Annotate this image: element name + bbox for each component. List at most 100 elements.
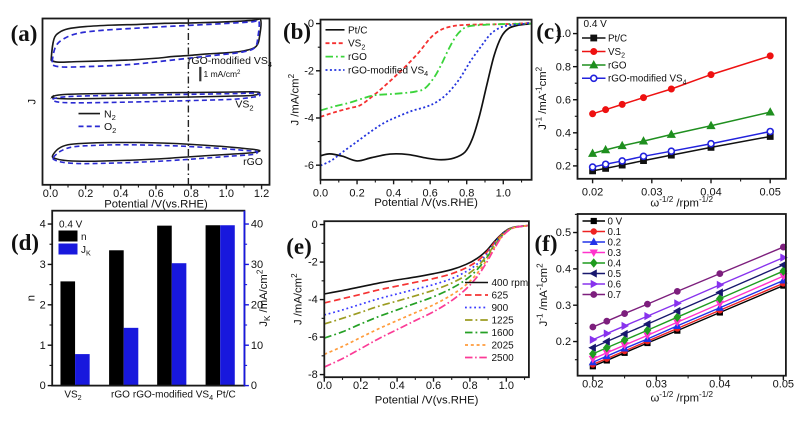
circle-marker [603,317,611,325]
legend-item-label: 0.1 [608,227,622,238]
y-tick-label: -4 [308,294,318,306]
x-tick-label: 0.6 [423,187,438,199]
y-tick-label: 0 [308,18,314,30]
x-tick-label: 0.03 [646,378,667,390]
series-line-0.5 [592,264,784,349]
legend-item-label: 900 [492,303,509,314]
y-tick-label: 0.5 [556,227,571,239]
y-tick-label: 0.6 [556,94,571,106]
legend-item-label: VS2 [608,47,625,60]
legend-item: 1225 [465,316,514,327]
legend-item: rGO-modified VS4 [325,66,428,78]
x-tick-label: 0.8 [184,188,199,200]
legend-header: 0.4 V [584,19,608,30]
circle-open-marker [588,163,597,171]
circle-marker [640,94,648,102]
legend: 0.4 Vn JK [58,220,91,258]
y-tick-label: -4 [304,113,314,125]
legend-item-label: Pt/C [608,33,627,44]
legend-header: 0.4 V [59,220,83,231]
triangle-right-marker [589,335,598,344]
legend-item-label: JK [81,245,91,258]
circle-marker [589,110,597,118]
panel-c-series [588,52,775,175]
y-tick-label: 0.2 [556,336,571,348]
legend-item: rGO [582,60,627,71]
series-line-0.6 [592,256,784,341]
triangle-up-marker [588,148,598,157]
series-line-rGO-modified VS4 N2 [50,18,262,64]
x-tick-label: 0.8 [459,187,474,199]
circle-marker [707,71,715,79]
series-line-VS2 N2 [50,91,261,100]
triangle-left-marker [715,288,723,297]
panel-label-a: (a) [11,21,38,46]
x-tick-label: 0.6 [426,380,441,392]
triangle-left-marker [620,329,628,339]
circle-open-marker [667,147,676,155]
legend-swatch [58,243,78,255]
y-tick-label: 30 [251,259,263,271]
triangle-left-marker [602,337,610,346]
panel-e-series [323,224,530,368]
y-tick-label: -8 [308,369,318,381]
legend-item-label: 2025 [492,341,515,352]
x-tick-label: 0.2 [78,188,93,200]
x-axis-title: Potential /V(vs.RHE) [375,394,479,406]
y-axis-title: JK /mA/cm2 [256,269,272,327]
legend-item: 0.5 [582,269,622,280]
bar-J_K-0 [75,354,90,386]
triangle-up-marker [706,120,716,130]
y-tick-label: -6 [304,160,314,172]
legend-item: 2500 [465,353,514,364]
triangle-up-marker [765,107,775,116]
series-line-rGO N2 [51,141,261,163]
bar-J_K-2 [171,263,187,386]
x-tick-label: 1.0 [499,380,514,392]
legend-item: 0.3 [582,248,622,259]
circle-marker [621,310,628,317]
panel-d: 0 1 2 3 4 n 0 10 20 30 40 JK /mA/cm2 VS2 rGO rGO-modif… [11,209,272,402]
legend-item: 0.1 [582,227,622,238]
series-line-0.3 [592,275,784,360]
circle-open-marker [589,74,598,83]
y-tick-label: 4 [40,219,46,231]
triangle-right-marker [603,329,612,338]
series-line-rGO O2 [52,143,259,165]
legend-item-label: 0.6 [608,279,622,290]
legend-item: 0.4 [582,258,622,269]
y-axis-title: J-1 /mA-1cm2 [536,263,550,326]
circle-open-marker [707,139,715,148]
triangle-up-marker [666,129,676,138]
circle-marker [618,100,626,108]
bar-n-3 [205,225,221,386]
y-tick-label: 1.0 [556,28,571,40]
x-axis-title: Potential /V(vs.RHE) [104,198,208,210]
bar-n-2 [157,225,172,386]
bar-n-1 [109,250,124,386]
y-tick-label: 40 [251,219,263,231]
y-tick-label: -6 [308,332,318,344]
legend-item: 0.6 [582,279,622,290]
panel-c: 0.02 0.03 0.04 0.05 ω-1/2 /rpm-1/2 0.2 0.4 0.6 0… [535,16,787,209]
circle-marker [590,48,598,55]
legend-item-label: 0.3 [608,248,622,259]
legend-item-label: N2 [104,108,116,122]
series-line-2500 [323,224,530,368]
diamond-marker [673,312,682,322]
legend-item: 1600 [465,328,514,339]
y-tick-label: -2 [304,65,314,77]
legend-item-label: VS2 [348,39,365,52]
square-marker [590,34,598,42]
x-tick-label: 0.4 [386,187,401,199]
y-tick-label: 0 [251,380,257,392]
y-axis-title: J /mA/cm2 [290,273,304,325]
x-tick-label: 0.0 [43,188,58,200]
triangle-right-marker [621,321,630,331]
x-tick-label: 0.4 [113,188,128,200]
legend-item: n [58,230,87,243]
legend-item-label: 0 V [608,216,623,227]
